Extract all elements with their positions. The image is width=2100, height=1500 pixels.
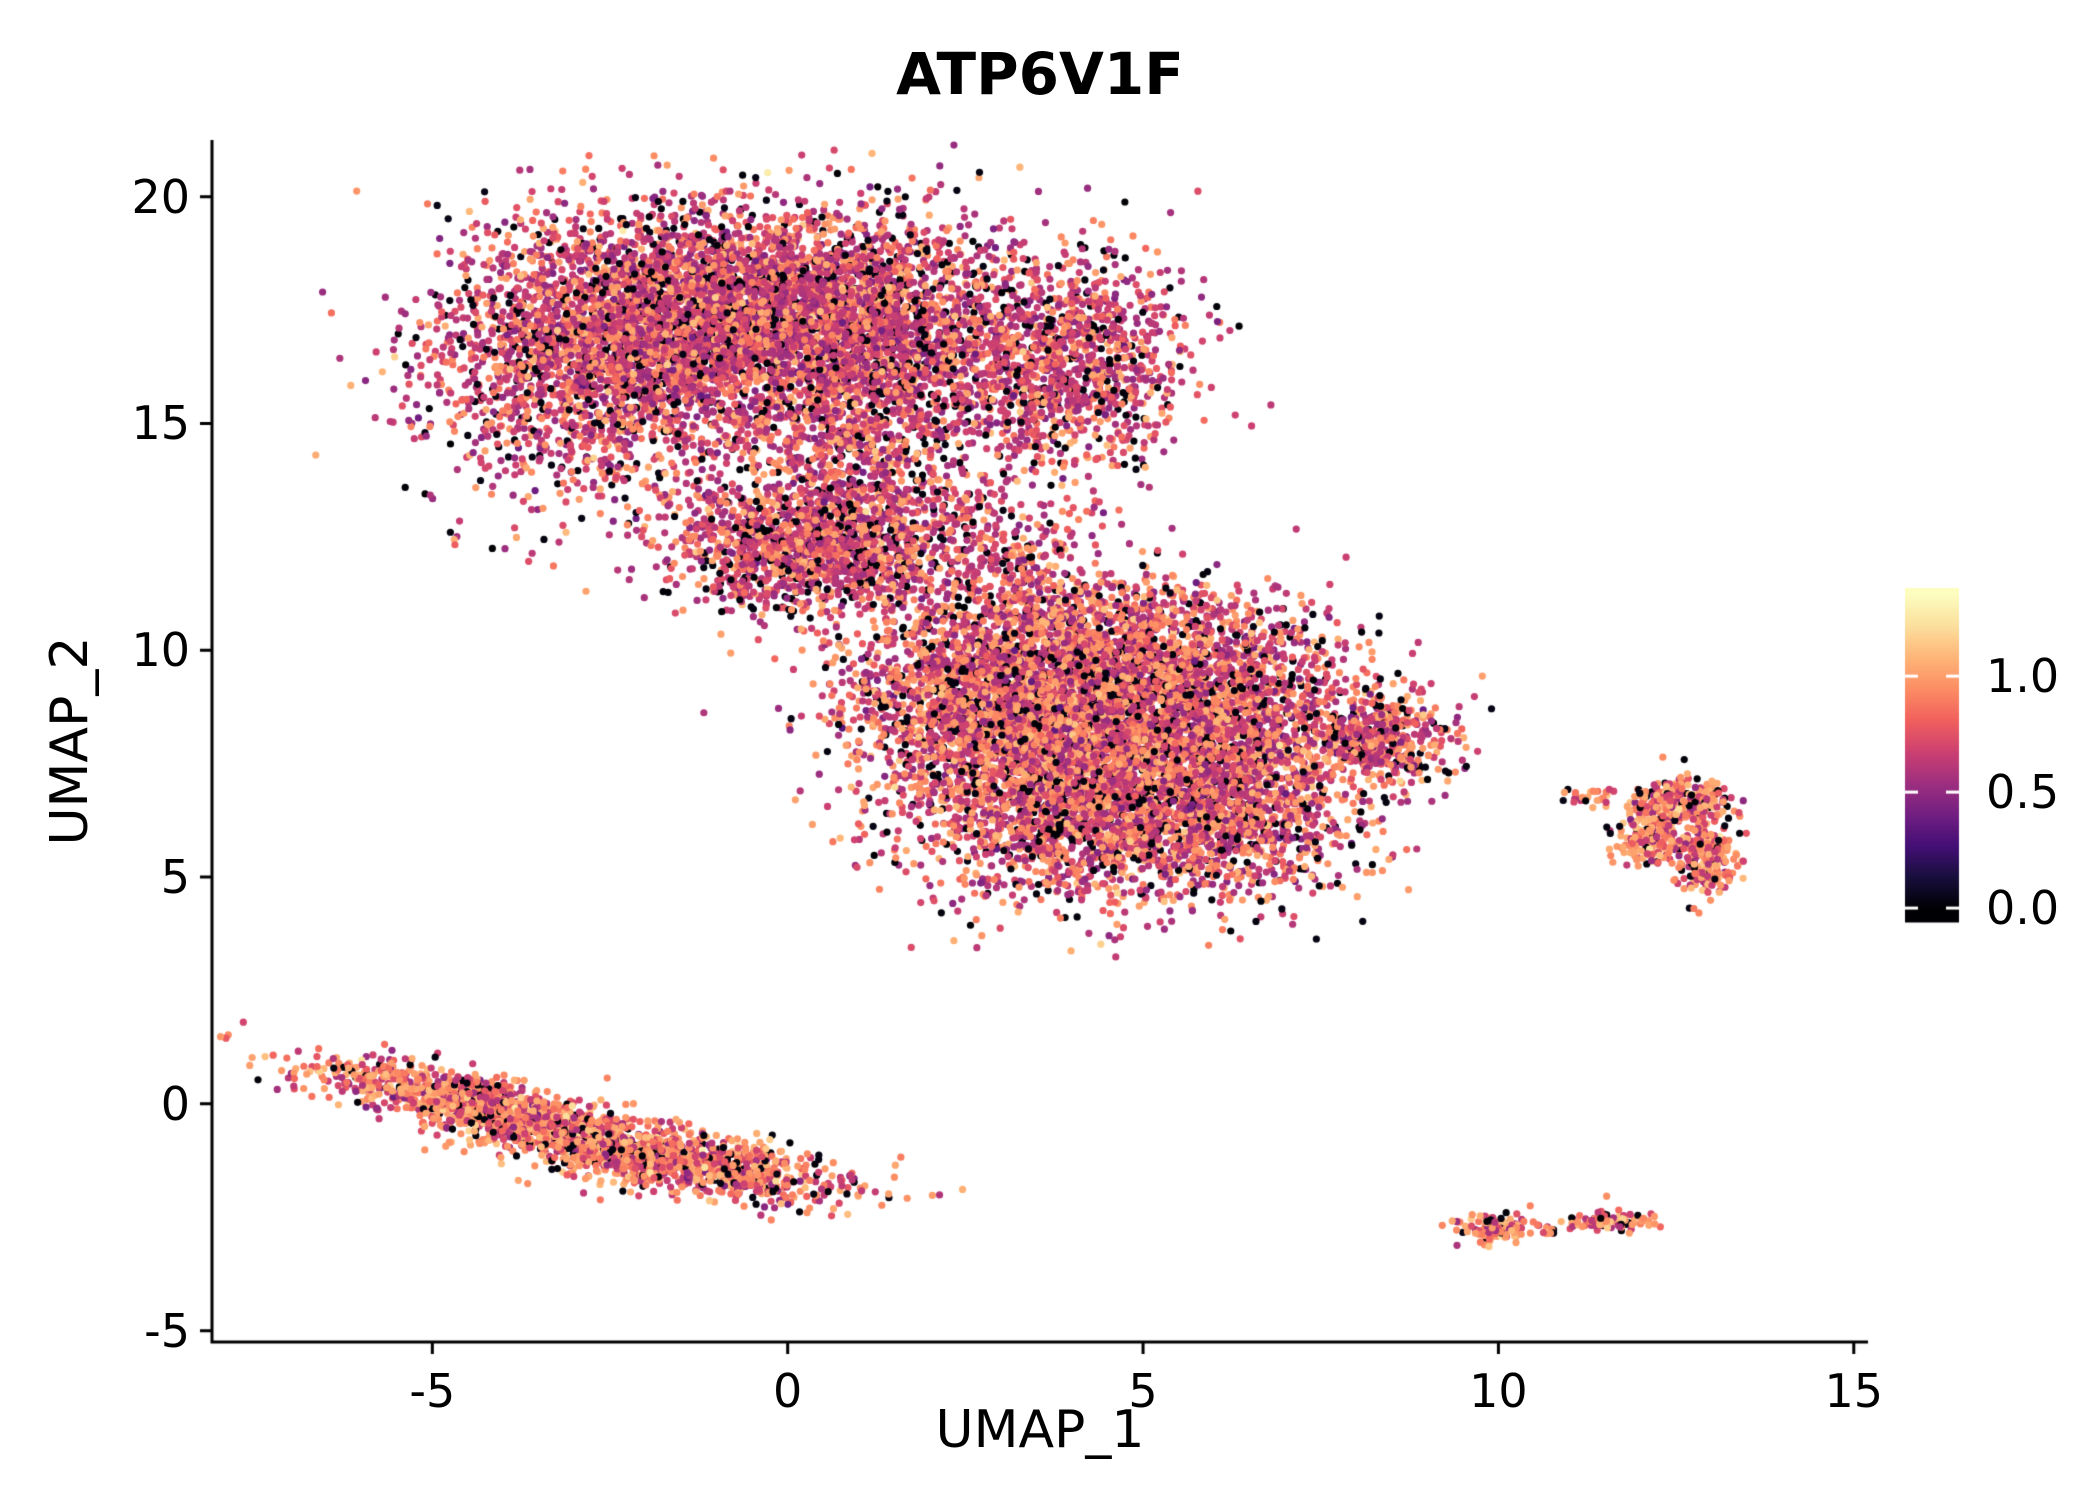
y-tick-label: 20 [131, 169, 190, 224]
y-tick-label: 0 [160, 1076, 190, 1131]
x-tick-label: -5 [409, 1364, 456, 1418]
x-tick-label: 15 [1824, 1364, 1884, 1418]
y-tick-label: 5 [160, 850, 190, 905]
colorbar-tick-label: 0.0 [1986, 881, 2060, 936]
x-tick-label: 0 [773, 1364, 803, 1418]
x-tick-label: 5 [1128, 1364, 1158, 1418]
y-tick-label: -5 [144, 1303, 190, 1358]
y-tick-label: 10 [131, 623, 190, 678]
x-axis-label: UMAP_1 [935, 1400, 1145, 1460]
y-tick-label: 15 [131, 396, 190, 451]
plot-title: ATP6V1F [896, 40, 1184, 108]
colorbar-tick-label: 1.0 [1986, 649, 2060, 704]
x-tick-label: 10 [1469, 1364, 1528, 1418]
colorbar-tick-label: 0.5 [1986, 765, 2060, 820]
